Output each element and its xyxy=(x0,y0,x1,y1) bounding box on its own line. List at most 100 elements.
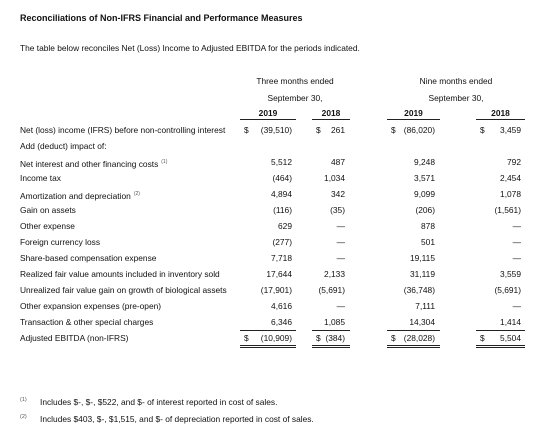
cell-value: (384) xyxy=(325,333,345,343)
cell-value: 342 xyxy=(331,189,345,199)
cell-value: (5,691) xyxy=(494,285,521,295)
cell-value: 1,085 xyxy=(324,317,345,327)
year-header: 2018 xyxy=(321,108,341,118)
cell-value: 9,248 xyxy=(414,157,435,167)
label-text: Share-based compensation expense xyxy=(20,253,157,263)
cell-value: (116) xyxy=(273,205,292,215)
total-rule xyxy=(476,345,525,346)
cell-value: 3,559 xyxy=(500,269,521,279)
label-text: Adjusted EBITDA (non-IFRS) xyxy=(20,333,129,343)
cell-value: 31,119 xyxy=(410,269,435,279)
label-text: Net interest and other financing costs xyxy=(20,158,159,169)
cell-value: 1,034 xyxy=(324,173,345,183)
cell-value: 6,346 xyxy=(271,317,292,327)
row-label: Adjusted EBITDA (non-IFRS) xyxy=(20,333,128,343)
cell-value: — xyxy=(336,253,345,263)
header-rule xyxy=(476,119,525,120)
currency: $ xyxy=(391,333,396,343)
header-rule xyxy=(312,119,350,120)
cell-value: (1,561) xyxy=(494,205,521,215)
currency: $ xyxy=(244,333,249,343)
cell-value: (35) xyxy=(330,205,345,215)
header-rule xyxy=(240,119,296,120)
label-text: Unrealized fair value gain on growth of … xyxy=(20,285,227,295)
label-text: Amortization and depreciation xyxy=(20,190,131,201)
cell-value: — xyxy=(512,301,521,311)
label-text: Realized fair value amounts included in … xyxy=(20,269,220,279)
cell-value: 17,644 xyxy=(266,269,292,279)
label-text: Foreign currency loss xyxy=(20,237,101,247)
cell-value: 19,115 xyxy=(410,253,435,263)
cell-value: (10,909) xyxy=(260,333,292,343)
cell-value: (5,691) xyxy=(318,285,345,295)
cell-value: 261 xyxy=(331,125,345,135)
group-header: September 30, xyxy=(428,93,484,103)
row-label: Other expense xyxy=(20,221,75,231)
total-rule xyxy=(387,347,440,348)
cell-value: 501 xyxy=(421,237,435,247)
total-rule xyxy=(476,347,525,348)
currency: $ xyxy=(480,333,485,343)
currency: $ xyxy=(391,125,396,135)
total-rule xyxy=(312,347,350,348)
total-rule xyxy=(240,345,296,346)
cell-value: 5,504 xyxy=(500,333,521,343)
total-rule xyxy=(312,330,350,331)
footnote-text: Includes $-, $-, $522, and $- of interes… xyxy=(40,397,278,407)
cell-value: 878 xyxy=(421,221,435,231)
total-rule xyxy=(387,345,440,346)
footnote-marker: (2) xyxy=(20,414,27,420)
label-text: Add (deduct) impact of: xyxy=(20,141,107,151)
row-label: Add (deduct) impact of: xyxy=(20,141,107,151)
row-label: Realized fair value amounts included in … xyxy=(20,269,220,279)
footnote-marker: (1) xyxy=(20,397,27,403)
year-header: 2019 xyxy=(404,108,423,118)
cell-value: 5,512 xyxy=(271,157,292,167)
label-text: Other expense xyxy=(20,221,75,231)
footnote-text: Includes $403, $-, $1,515, and $- of dep… xyxy=(40,414,314,424)
cell-value: 7,718 xyxy=(271,253,292,263)
total-rule xyxy=(476,330,525,331)
row-label: Amortization and depreciation (2) xyxy=(20,189,140,201)
cell-value: (277) xyxy=(272,237,292,247)
cell-value: 629 xyxy=(278,221,292,231)
row-label: Gain on assets xyxy=(20,205,76,215)
group-header: Three months ended xyxy=(256,76,334,86)
cell-value: — xyxy=(336,237,345,247)
label-text: Gain on assets xyxy=(20,205,76,215)
cell-value: 792 xyxy=(507,157,521,167)
note-ref: (2) xyxy=(133,191,140,197)
cell-value: 2,133 xyxy=(324,269,345,279)
cell-value: 7,111 xyxy=(415,301,435,311)
total-rule xyxy=(240,347,296,348)
cell-value: (36,748) xyxy=(403,285,435,295)
note-ref: (1) xyxy=(161,159,168,165)
cell-value: (206) xyxy=(415,205,435,215)
cell-value: 487 xyxy=(331,157,345,167)
year-header: 2018 xyxy=(491,108,510,118)
label-text: Other expansion expenses (pre-open) xyxy=(20,301,162,311)
row-label: Income tax xyxy=(20,173,61,183)
cell-value: — xyxy=(512,253,521,263)
row-label: Net (loss) income (IFRS) before non-cont… xyxy=(20,125,225,135)
cell-value: (86,020) xyxy=(403,125,435,135)
currency: $ xyxy=(244,125,249,135)
cell-value: 1,414 xyxy=(500,317,521,327)
cell-value: 9,099 xyxy=(414,189,435,199)
cell-value: 4,894 xyxy=(271,189,292,199)
row-label: Unrealized fair value gain on growth of … xyxy=(20,285,227,295)
cell-value: — xyxy=(512,237,521,247)
label-text: Income tax xyxy=(20,173,61,183)
currency: $ xyxy=(316,333,321,343)
row-label: Share-based compensation expense xyxy=(20,253,156,263)
cell-value: (39,510) xyxy=(260,125,292,135)
cell-value: (28,028) xyxy=(403,333,435,343)
cell-value: — xyxy=(336,301,345,311)
intro: The table below reconciles Net (Loss) In… xyxy=(20,43,360,53)
total-rule xyxy=(240,330,296,331)
row-label: Other expansion expenses (pre-open) xyxy=(20,301,161,311)
row-label: Foreign currency loss xyxy=(20,237,100,247)
total-rule xyxy=(387,330,440,331)
group-header: September 30, xyxy=(267,93,323,103)
